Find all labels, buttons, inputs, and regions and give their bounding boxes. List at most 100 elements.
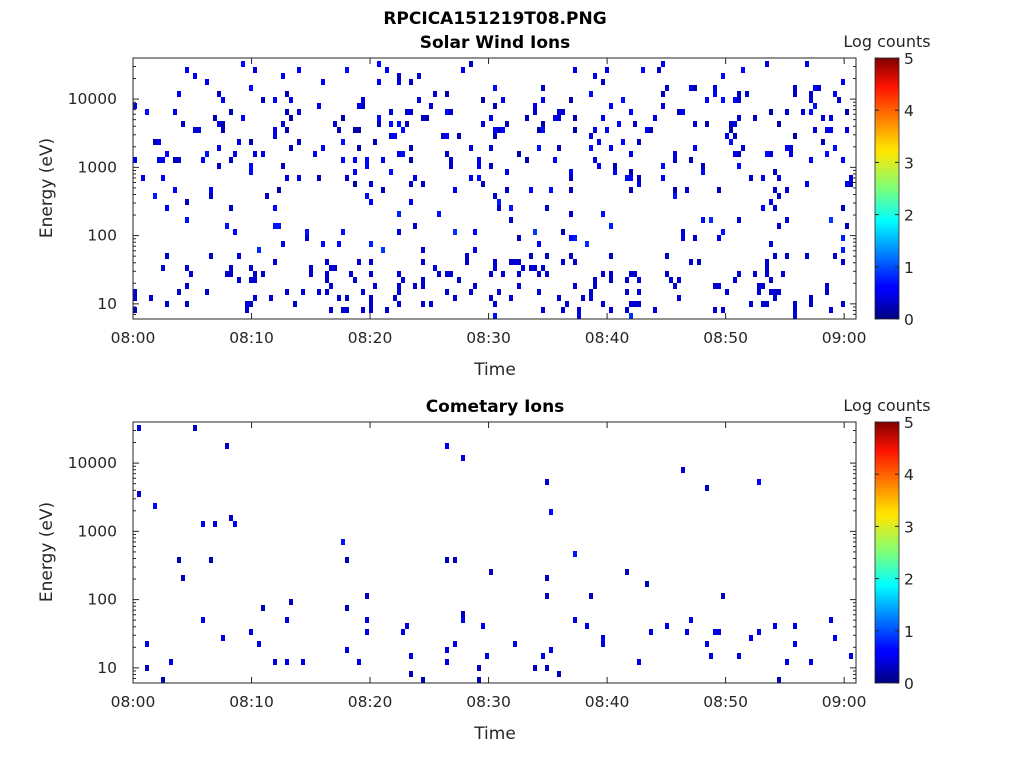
x-tick-label: 08:20 [348,693,393,711]
heatmap-cell [477,157,481,163]
heatmap-cell [345,67,349,73]
heatmap-cell [229,109,233,115]
heatmap-cell [213,521,217,527]
heatmap-cell [809,659,813,665]
heatmap-cell [177,557,181,563]
heatmap-cells [133,61,853,319]
heatmap-cell [497,199,501,205]
heatmap-cell [601,211,605,217]
colorbar-ticks: 0 1 2 3 4 5 [875,414,914,693]
heatmap-cell [449,157,453,163]
heatmap-cell [489,115,493,121]
heatmap-cell [325,271,329,277]
heatmap-cell [317,175,321,181]
heatmap-cell [773,289,777,295]
heatmap-cell [225,271,229,277]
heatmap-cell [173,109,177,115]
heatmap-cell [653,115,657,121]
heatmap-cell [369,301,373,307]
heatmap-cell [589,91,593,97]
heatmap-cell [381,157,385,163]
heatmap-cell [177,289,181,295]
heatmap-cell [645,581,649,587]
heatmap-cell [281,73,285,79]
heatmap-cell [141,175,145,181]
heatmap-cell [305,229,309,235]
heatmap-cell [629,109,633,115]
heatmap-cell [589,593,593,599]
heatmap-cell [609,223,613,229]
heatmap-cell [409,653,413,659]
heatmap-cell [769,241,773,247]
heatmap-cell [637,659,641,665]
heatmap-cell [317,289,321,295]
heatmap-cell [421,115,425,121]
heatmap-cell [265,193,269,199]
heatmap-cell [761,175,765,181]
heatmap-cell [341,307,345,313]
heatmap-cell [253,295,257,301]
heatmap-cell [449,109,453,115]
heatmap-cell [289,115,293,121]
heatmap-cell [157,139,161,145]
heatmap-cell [561,307,565,313]
heatmap-cell [493,193,497,199]
heatmap-cell [769,151,773,157]
heatmap-cell [453,641,457,647]
heatmap-cell [753,115,757,121]
colorbar-label: Log counts [843,396,930,415]
heatmap-cell [369,199,373,205]
heatmap-cell [565,301,569,307]
heatmap-cell [485,653,489,659]
heatmap-cell [761,301,765,307]
heatmap-cell [529,187,533,193]
heatmap-cell [409,671,413,677]
heatmap-cell [321,79,325,85]
heatmap-cell [681,235,685,241]
heatmap-cell [385,67,389,73]
x-tick-label: 08:00 [111,329,156,347]
y-tick-label: 10 [97,295,117,313]
heatmap-cell [321,145,325,151]
heatmap-cell [721,73,725,79]
heatmap-cell [209,193,213,199]
heatmap-cell [361,289,365,295]
heatmap-cell [721,307,725,313]
heatmap-cell [641,67,645,73]
heatmap-cell [629,175,633,181]
heatmap-cell [229,515,233,521]
heatmap-cell [497,205,501,211]
y-axis-label: Energy (eV) [37,502,57,602]
heatmap-cell [625,569,629,575]
heatmap-cell [281,121,285,127]
heatmap-cell [709,653,713,659]
heatmap-cell [445,659,449,665]
heatmap-cell [397,301,401,307]
heatmap-cell [137,425,141,431]
panel-title: Cometary Ions [426,397,565,417]
heatmap-cell [589,295,593,301]
heatmap-cell [349,271,353,277]
heatmap-cell [637,301,641,307]
heatmap-cell [161,265,165,271]
heatmap-cell [589,133,593,139]
heatmap-cell [561,259,565,265]
heatmap-cell [209,253,213,259]
heatmap-cell [333,121,337,127]
heatmap-cell [153,193,157,199]
heatmap-cell [653,307,657,313]
heatmap-cell [157,157,161,163]
heatmap-cell [473,247,477,253]
heatmap-cell [253,151,257,157]
heatmap-cell [185,217,189,223]
heatmap-cell [809,157,813,163]
heatmap-cell [493,133,497,139]
heatmap-cell [233,521,237,527]
heatmap-cell [185,283,189,289]
heatmap-cell [405,121,409,127]
heatmap-cell [193,127,197,133]
heatmap-cell [665,623,669,629]
heatmap-cell [561,109,565,115]
heatmap-cell [509,205,513,211]
heatmap-cell [825,283,829,289]
